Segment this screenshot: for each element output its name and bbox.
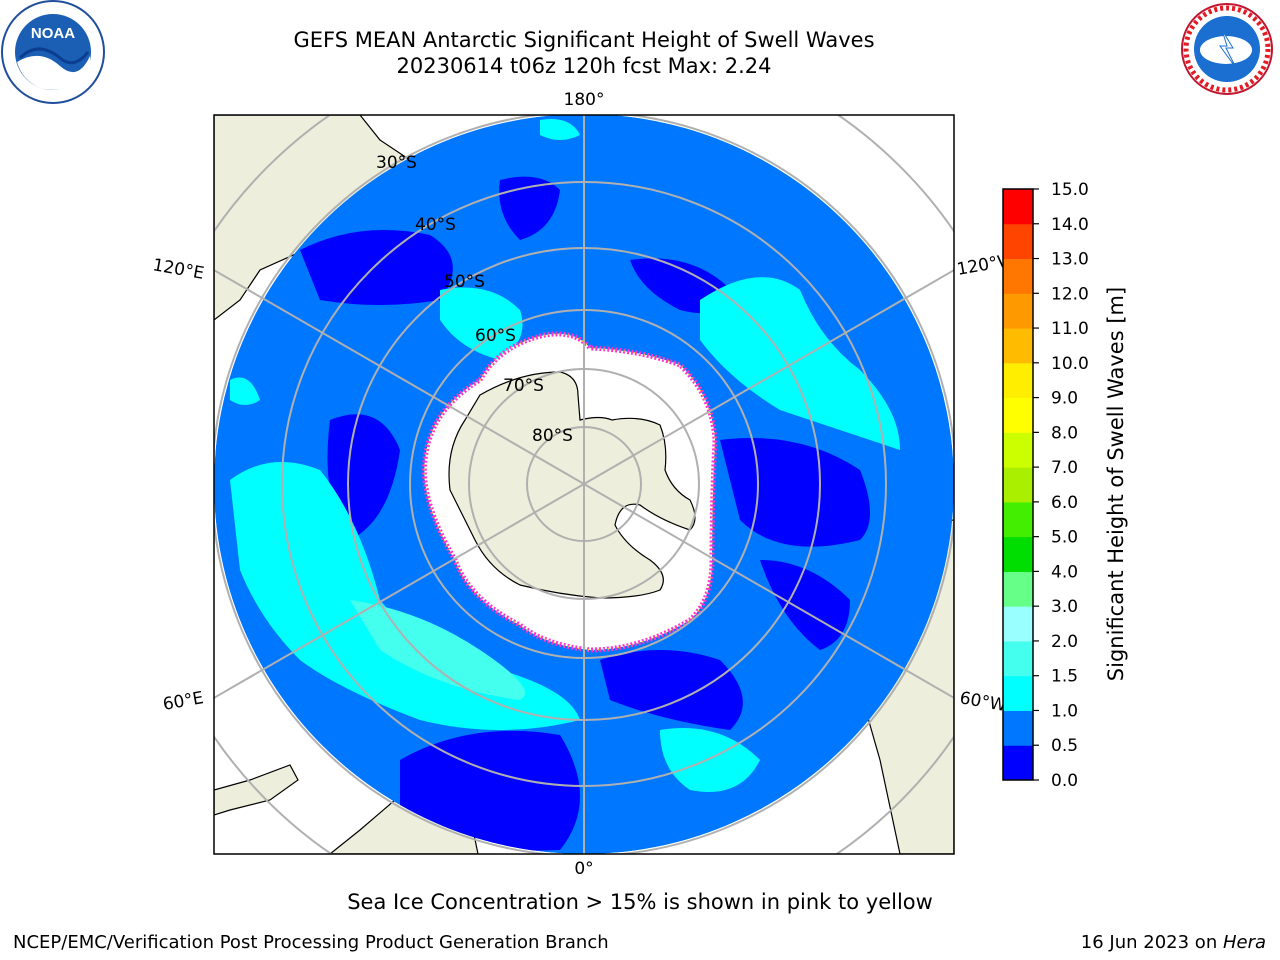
- graticule: [214, 115, 954, 854]
- colorbar-segment: [1003, 467, 1033, 503]
- colorbar-segment: [1003, 362, 1033, 399]
- meridian-label-180: 180°: [564, 90, 605, 110]
- meridian-label-120e: 120°E: [151, 255, 205, 284]
- noaa-logo-text: NOAA: [31, 25, 75, 42]
- colorbar-tick-label: 0.5: [1051, 736, 1078, 756]
- colorbar-tick-label: 2.0: [1051, 632, 1078, 652]
- colorbar-segment: [1003, 432, 1033, 468]
- meridian-label-60w: 60°W: [958, 688, 1008, 716]
- sea-ice-note: Sea Ice Concentration > 15% is shown in …: [347, 890, 933, 914]
- colorbar-tick-label: 8.0: [1051, 423, 1078, 443]
- colorbar-segment: [1003, 501, 1033, 538]
- colorbar-tick-label: 10.0: [1051, 354, 1089, 374]
- chart-subtitle: 20230614 t06z 120h fcst Max: 2.24: [396, 54, 772, 78]
- colorbar-tick-label: 9.0: [1051, 389, 1078, 409]
- colorbar-segment: [1003, 571, 1033, 607]
- colorbar-segment: [1003, 536, 1033, 572]
- footer-host: Hera: [1222, 932, 1266, 953]
- colorbar: 0.0 0.5 1.0 1.5 2.0 3.0 4.0 5.0 6.0 7.0 8.0 9.0 10.0…: [1002, 180, 1089, 791]
- land-antarctica: [448, 371, 696, 599]
- colorbar-segment: [1003, 397, 1033, 433]
- colorbar-tick-label: 6.0: [1051, 493, 1078, 513]
- meridian-label-60e: 60°E: [161, 688, 205, 715]
- colorbar-tick-label: 1.0: [1051, 701, 1078, 721]
- colorbar-tick-label: 7.0: [1051, 458, 1078, 478]
- colorbar-tick-label: 1.5: [1051, 667, 1078, 687]
- noaa-logo-icon: NOAA: [1, 0, 105, 104]
- lat-label-30s: 30°S: [376, 153, 417, 173]
- colorbar-segment: [1003, 640, 1033, 677]
- national-weather-service-logo-icon: [1181, 3, 1273, 95]
- colorbar-segment: [1003, 189, 1033, 225]
- lat-label-50s: 50°S: [444, 272, 485, 292]
- chart-title: GEFS MEAN Antarctic Significant Height o…: [293, 28, 875, 52]
- colorbar-segment: [1003, 675, 1033, 711]
- footer-date-text: 16 Jun 2023 on: [1080, 932, 1223, 953]
- colorbar-segment: [1003, 606, 1033, 642]
- colorbar-tick-label: 15.0: [1051, 180, 1089, 200]
- colorbar-tick-label: 0.0: [1051, 771, 1078, 791]
- colorbar-tick-label: 4.0: [1051, 562, 1078, 582]
- footer-date: 16 Jun 2023 on Hera: [1081, 932, 1266, 953]
- colorbar-tick-label: 5.0: [1051, 528, 1078, 548]
- colorbar-segment: [1003, 223, 1033, 260]
- colorbar-frame: [1002, 188, 1034, 781]
- footer-credit: NCEP/EMC/Verification Post Processing Pr…: [13, 932, 609, 953]
- colorbar-segment: [1003, 710, 1033, 746]
- colorbar-segment: [1003, 328, 1033, 364]
- lat-label-40s: 40°S: [415, 215, 456, 235]
- lat-label-80s: 80°S: [532, 426, 573, 446]
- colorbar-segment: [1003, 745, 1033, 781]
- colorbar-tick-label: 11.0: [1051, 319, 1089, 339]
- colorbar-segment: [1003, 258, 1033, 294]
- colorbar-tick-label: 14.0: [1051, 215, 1089, 235]
- colorbar-tick-label: 3.0: [1051, 597, 1078, 617]
- colorbar-tick-label: 13.0: [1051, 250, 1089, 270]
- colorbar-tick-label: 12.0: [1051, 284, 1089, 304]
- lat-label-70s: 70°S: [503, 376, 544, 396]
- meridian-label-0: 0°: [574, 859, 593, 879]
- colorbar-label: Significant Height of Swell Waves [m]: [1104, 287, 1128, 681]
- colorbar-segment: [1003, 293, 1033, 329]
- lat-label-60s: 60°S: [475, 326, 516, 346]
- map-frame: [213, 114, 955, 855]
